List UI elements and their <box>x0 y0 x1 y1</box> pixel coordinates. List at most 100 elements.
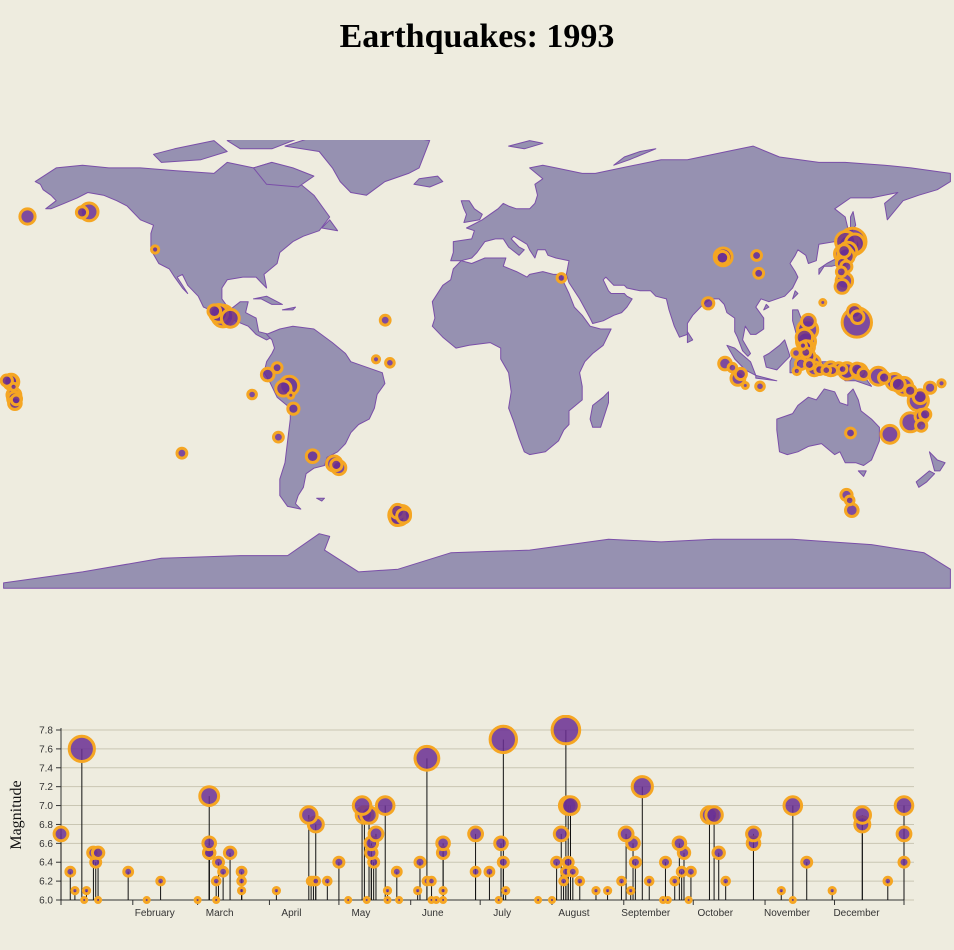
earthquake-marker <box>555 272 568 284</box>
x-tick-label: December <box>833 908 880 919</box>
y-axis-label: Magnitude <box>8 780 25 849</box>
lollipop-head <box>494 896 503 904</box>
earthquake-marker <box>733 366 748 382</box>
y-tick: 7.2 <box>39 782 61 793</box>
lollipop-head <box>212 896 221 904</box>
lollipop-head <box>561 855 575 869</box>
magnitude-timeline: 6.0 6.2 6.4 6.6 6.8 7.0 7.2 7.4 7.6 7.8 February M… <box>8 715 915 919</box>
x-tick-label: May <box>351 908 370 919</box>
world-map <box>0 140 951 589</box>
lollipop-head <box>552 825 570 843</box>
lollipop-head <box>467 825 485 843</box>
x-tick: May <box>338 900 370 919</box>
earthquake-marker <box>800 312 817 330</box>
earthquake-marker <box>259 366 276 383</box>
lollipop-head <box>685 865 697 878</box>
x-tick-label: November <box>764 908 811 919</box>
earthquake-marker <box>701 296 716 311</box>
landmass-hispaniola <box>281 306 296 311</box>
earthquake-marker <box>856 366 871 382</box>
lollipop-head <box>142 896 151 904</box>
x-tick: November <box>764 900 811 919</box>
lollipop-head <box>299 805 319 825</box>
y-tick: 6.4 <box>39 858 61 869</box>
earthquake-marker <box>150 244 161 255</box>
earthquake-marker <box>304 448 321 465</box>
lollipop-head <box>271 886 281 896</box>
lollipop-head <box>643 875 655 887</box>
lollipop-head <box>52 825 70 843</box>
lollipop-head <box>374 795 396 816</box>
earthquake-marker <box>329 457 344 472</box>
lollipop-head <box>560 795 581 816</box>
lollipop-head <box>432 896 441 904</box>
landmass-greenland <box>284 140 431 196</box>
lollipop-head <box>669 875 681 887</box>
lollipop-head <box>534 896 543 904</box>
y-tick: 6.2 <box>39 877 61 888</box>
lollipop-head <box>70 886 80 896</box>
earthquake-lollipops <box>52 715 915 904</box>
lollipop-head <box>704 805 724 825</box>
earthquake-marker <box>384 357 396 369</box>
earthquake-marker <box>820 364 833 376</box>
lollipop-head <box>671 835 688 852</box>
landmass-africa <box>431 257 612 456</box>
lollipop-head <box>558 875 569 887</box>
earthquake-marker <box>8 381 19 392</box>
earthquake-marker <box>833 278 851 295</box>
lollipop-head <box>67 734 96 764</box>
lollipop-head <box>210 875 222 887</box>
landmass-madagascar <box>589 391 609 428</box>
lollipop-head <box>897 855 911 869</box>
landmass-south-america <box>263 325 386 510</box>
y-tick-label: 7.2 <box>39 782 53 793</box>
x-tick-label: August <box>558 908 589 919</box>
lollipop-head <box>501 886 511 896</box>
x-tick-label: July <box>493 908 511 919</box>
lollipop-head <box>383 896 392 904</box>
earthquake-marker <box>903 383 918 398</box>
lollipop-head <box>236 875 247 887</box>
y-tick: 6.8 <box>39 820 61 831</box>
landmass-hainan <box>763 303 770 311</box>
lollipop-head <box>362 896 371 904</box>
lollipop-head <box>367 825 385 843</box>
y-tick: 7.4 <box>39 763 61 774</box>
y-tick: 6.6 <box>39 839 61 850</box>
lollipop-head <box>439 896 448 904</box>
earthquake-marker <box>754 380 766 393</box>
earthquake-marker <box>790 347 802 359</box>
lollipop-head <box>617 825 635 843</box>
earthquake-marker <box>270 361 284 375</box>
earthquake-marker <box>378 313 392 327</box>
x-tick: June <box>410 900 444 919</box>
lollipop-head <box>827 886 837 896</box>
lollipop-head <box>800 855 814 869</box>
lollipop-head <box>80 896 89 904</box>
lollipop-head <box>776 886 786 896</box>
earthquake-marker <box>836 363 849 375</box>
y-tick-label: 6.8 <box>39 820 53 831</box>
earthquake-marker <box>803 358 816 371</box>
lollipop-head <box>496 855 510 869</box>
lollipop-head <box>332 855 346 869</box>
lollipop-head <box>344 896 353 904</box>
earthquake-marker <box>836 243 852 259</box>
landmass-new-zealand-south <box>915 470 936 488</box>
earthquake-marker <box>844 426 857 440</box>
lollipop-head <box>684 896 693 904</box>
earthquake-marker <box>274 379 293 398</box>
y-tick-label: 6.4 <box>39 858 53 869</box>
lollipop-head <box>550 855 564 869</box>
x-tick: December <box>833 900 880 919</box>
lollipop-head <box>235 865 248 878</box>
lollipop-head <box>310 875 322 887</box>
earthquake-marker <box>849 309 866 325</box>
landmass-java <box>755 374 778 382</box>
lollipop-head <box>413 886 423 896</box>
y-tick-label: 7.8 <box>39 726 53 737</box>
x-tick-label: October <box>697 908 733 919</box>
lollipop-head <box>488 724 518 755</box>
lollipop-head <box>882 875 894 887</box>
